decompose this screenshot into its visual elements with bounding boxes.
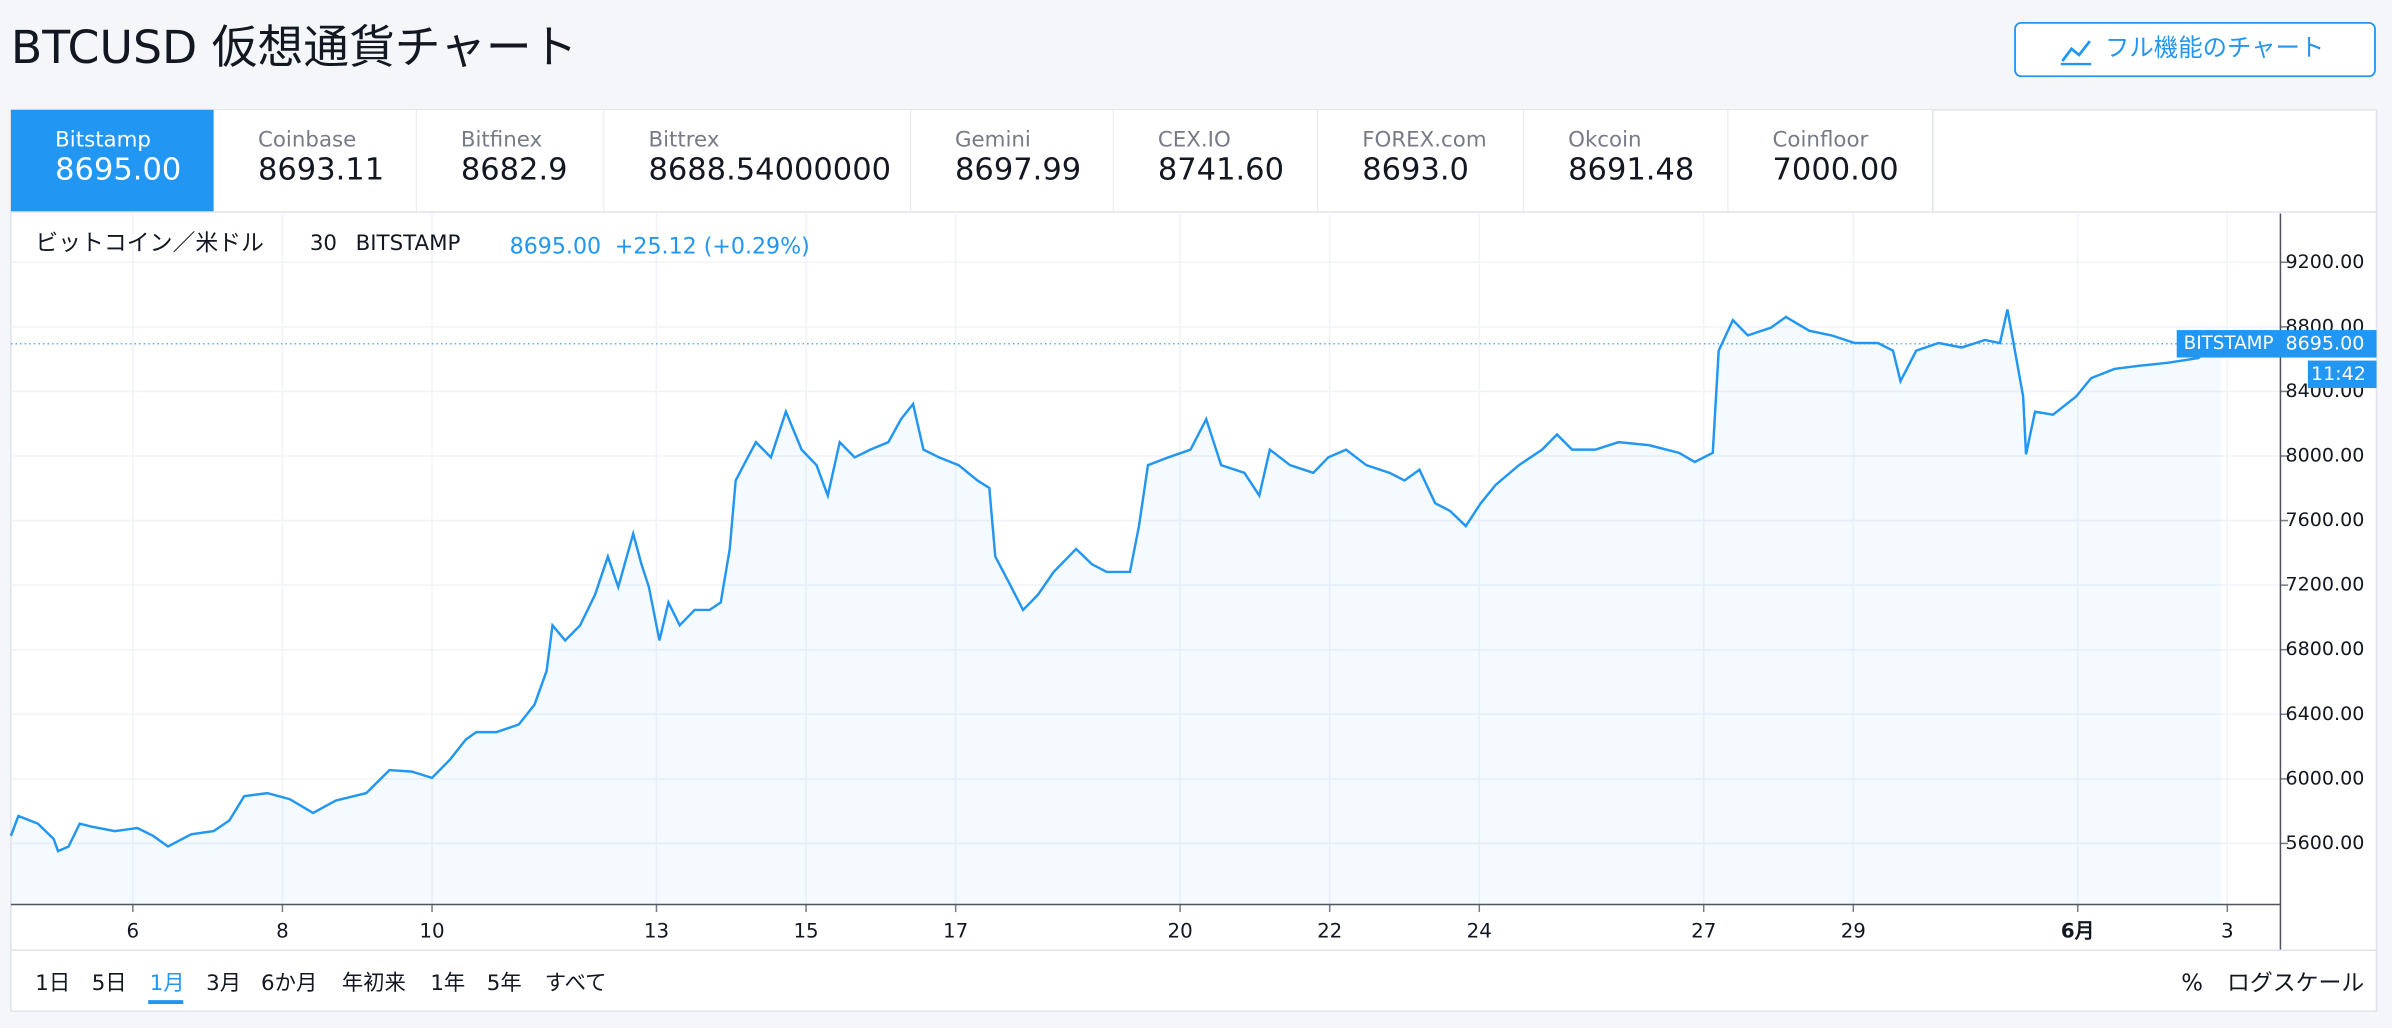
x-tick-label: 20 bbox=[1167, 919, 1192, 942]
y-tick-label: 7600.00 bbox=[2286, 509, 2365, 531]
tab-name[interactable]: Bitstamp bbox=[55, 127, 151, 152]
range-button[interactable]: 1月 bbox=[150, 971, 185, 996]
series-label-bg bbox=[2176, 330, 2281, 358]
button-label[interactable]: フル機能のチャート bbox=[2105, 33, 2324, 62]
tab-name[interactable]: Bittrex bbox=[648, 127, 719, 152]
tab-price[interactable]: 7000.00 bbox=[1773, 152, 1899, 187]
x-tick-label: 13 bbox=[644, 919, 669, 942]
button-icon bbox=[2061, 40, 2091, 62]
tab-name[interactable]: Okcoin bbox=[1568, 127, 1641, 152]
tab-name[interactable]: Coinbase bbox=[258, 127, 356, 152]
tab-name[interactable]: Bitfinex bbox=[461, 127, 542, 152]
y-tick-label: 9200.00 bbox=[2286, 251, 2365, 273]
exchange-tab[interactable] bbox=[1523, 109, 1729, 213]
tab-price[interactable]: 8693.11 bbox=[258, 152, 384, 187]
x-tick-label: 15 bbox=[793, 919, 818, 942]
legend-symbol: ビットコイン／米ドル bbox=[35, 231, 264, 257]
page-title: BTCUSD 仮想通貨チャート bbox=[11, 21, 577, 74]
x-tick-label: 17 bbox=[943, 919, 968, 942]
log-scale-toggle[interactable]: ログスケール bbox=[2227, 970, 2364, 996]
y-tick-label: 8000.00 bbox=[2286, 445, 2365, 467]
tab-price[interactable]: 8688.54000000 bbox=[648, 152, 891, 187]
range-button[interactable]: 3月 bbox=[206, 971, 241, 996]
tab-price[interactable]: 8693.0 bbox=[1362, 152, 1469, 187]
x-tick-label: 6 bbox=[127, 919, 140, 942]
exchange-tab[interactable] bbox=[416, 109, 605, 213]
tab-name[interactable]: FOREX.com bbox=[1362, 127, 1486, 152]
y-tick-label: 7200.00 bbox=[2286, 574, 2365, 596]
x-tick-label: 22 bbox=[1317, 919, 1342, 942]
range-button[interactable]: 年初来 bbox=[342, 971, 406, 996]
last-price-bg bbox=[2280, 330, 2377, 358]
legend-exchange: BITSTAMP bbox=[356, 231, 461, 256]
exchange-tab[interactable] bbox=[213, 109, 417, 213]
area-fill bbox=[10, 309, 2222, 905]
tab-price[interactable]: 8691.48 bbox=[1568, 152, 1694, 187]
percent-toggle[interactable]: % bbox=[2181, 970, 2203, 996]
tab-price[interactable]: 8695.00 bbox=[55, 152, 181, 187]
exchange-tab[interactable] bbox=[1728, 109, 1933, 213]
x-tick-label: 27 bbox=[1691, 919, 1716, 942]
range-button[interactable]: 5年 bbox=[487, 971, 522, 996]
y-tick-label: 6400.00 bbox=[2286, 703, 2365, 725]
y-tick-label: 5600.00 bbox=[2286, 832, 2365, 854]
range-button[interactable]: 5日 bbox=[92, 971, 127, 996]
legend-change: +25.12 (+0.29%) bbox=[615, 234, 810, 260]
last-price-label: 8695.00 bbox=[2286, 332, 2365, 354]
y-tick-label: 6800.00 bbox=[2286, 638, 2365, 660]
button-frame[interactable] bbox=[2014, 21, 2376, 78]
series-label: BITSTAMP bbox=[2184, 333, 2274, 354]
time-label-bg bbox=[2307, 360, 2377, 389]
exchange-tab[interactable] bbox=[1318, 109, 1524, 213]
tab-price[interactable]: 8682.9 bbox=[461, 152, 568, 187]
x-tick-label: 24 bbox=[1467, 919, 1492, 942]
time-label: 11:42 bbox=[2311, 363, 2366, 385]
range-button[interactable]: 6か月 bbox=[261, 971, 317, 996]
y-tick-label: 6000.00 bbox=[2286, 767, 2365, 789]
x-tick-label: 3 bbox=[2221, 919, 2234, 942]
legend-interval: 30 bbox=[310, 231, 337, 256]
tab-price[interactable]: 8697.99 bbox=[955, 152, 1081, 187]
price-line bbox=[9, 309, 2223, 853]
x-tick-label: 6月 bbox=[2061, 919, 2095, 942]
tab-name[interactable]: Gemini bbox=[955, 127, 1031, 152]
legend-price: 8695.00 bbox=[510, 234, 601, 260]
tab-name[interactable]: CEX.IO bbox=[1158, 127, 1231, 152]
range-button[interactable]: 1年 bbox=[430, 971, 465, 996]
tab-name[interactable]: Coinfloor bbox=[1773, 127, 1869, 152]
exchange-tab[interactable] bbox=[1113, 109, 1319, 213]
widget-panel bbox=[10, 109, 2378, 1012]
x-tick-label: 29 bbox=[1841, 919, 1866, 942]
full-chart-button[interactable]: フル機能のチャート bbox=[2014, 21, 2376, 78]
x-tick-label: 10 bbox=[419, 919, 444, 942]
exchange-tab[interactable] bbox=[604, 109, 911, 213]
range-button[interactable]: 1日 bbox=[35, 971, 70, 996]
exchange-tab[interactable] bbox=[10, 109, 214, 213]
x-tick-label: 8 bbox=[276, 919, 289, 942]
exchange-tab[interactable] bbox=[910, 109, 1114, 213]
tab-price[interactable]: 8741.60 bbox=[1158, 152, 1284, 187]
range-button[interactable]: すべて bbox=[545, 971, 607, 996]
